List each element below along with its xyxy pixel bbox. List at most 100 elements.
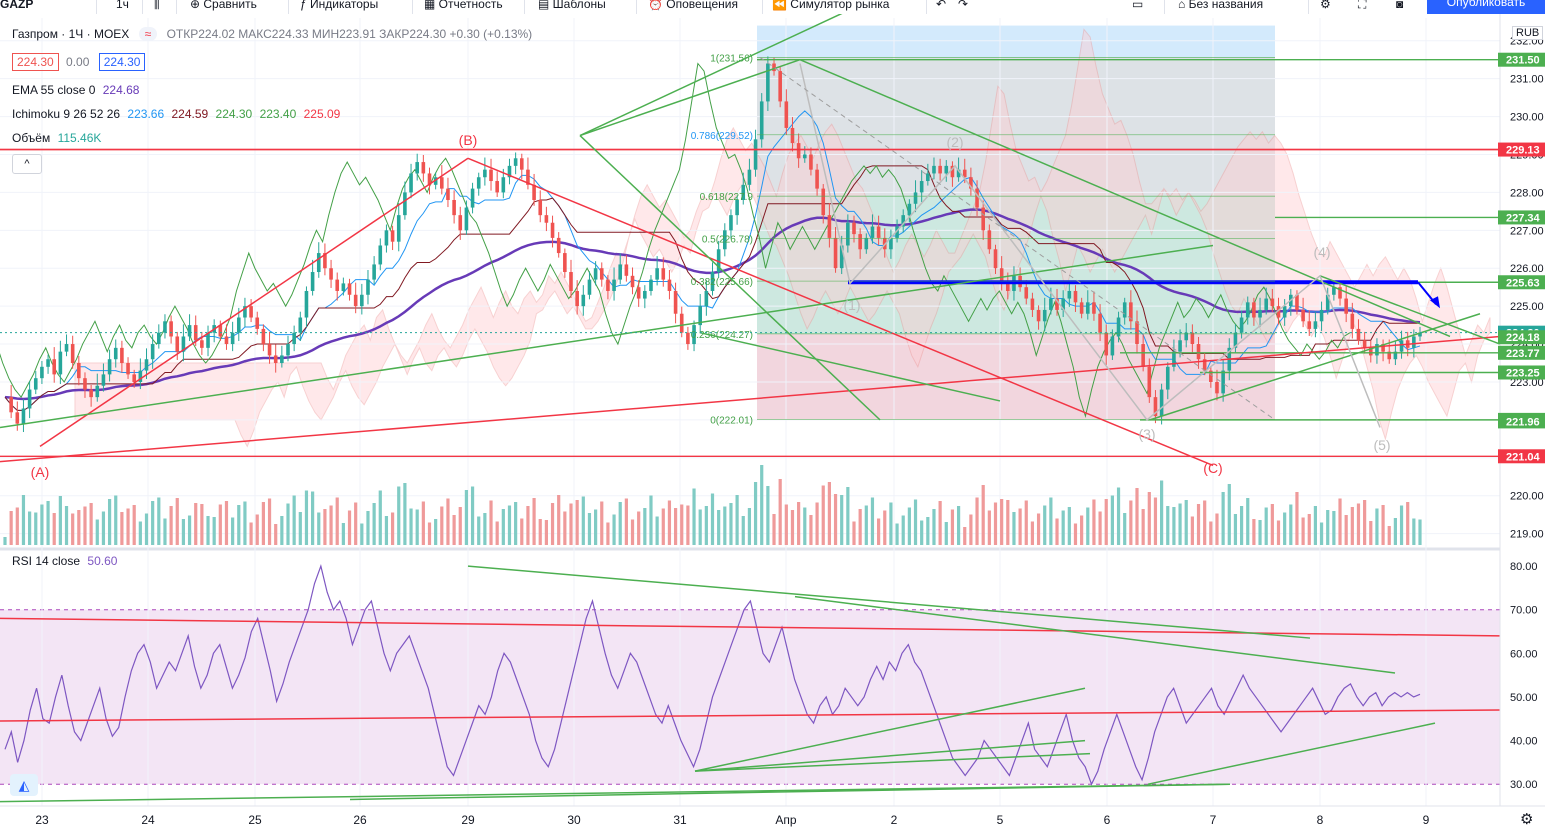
price-label-text: 223.77 [1506,348,1540,360]
candle-body [1307,321,1312,329]
candle-body [1159,389,1164,417]
candle-body [747,169,752,185]
wave-label: (2) [946,134,963,150]
volume-bar [864,505,868,545]
approx-icon[interactable]: ≈ [138,27,158,41]
price-label-box [1498,345,1545,360]
volume-bar [538,519,542,545]
volume-bar [224,501,229,545]
volume-bar [1332,511,1336,545]
price-label-box [1498,142,1545,157]
ichimoku-cloud [74,28,1491,448]
candle-body [470,188,475,208]
alerts-button[interactable]: ⏰ Оповещения [648,0,738,13]
candle-body [181,336,186,352]
interval-button[interactable]: 1ч [116,0,129,11]
candle-body [169,321,173,337]
ichimoku-conversion: 223.66 [127,107,165,121]
volume-bar [667,500,672,545]
candle-body [409,173,413,193]
candle-body [1301,309,1305,322]
volume-bar [64,506,69,545]
candle-body [495,181,499,193]
candle-body [975,188,979,208]
fullscreen-icon[interactable]: ⛶ [1358,0,1367,11]
candle-body [1202,359,1207,371]
time-tick-label: Апр [775,813,797,827]
volume-bar [507,505,512,545]
toolbar-divider [1164,0,1165,14]
candle-body [378,245,383,265]
candle-body [969,177,973,189]
ichimoku-legend[interactable]: Ichimoku 9 26 52 26 223.66 224.59 224.30… [12,107,340,121]
replay-button[interactable]: ⏪ Симулятор рынка [772,0,889,13]
rsi-green-base2 [349,783,1231,801]
volume-legend[interactable]: Объём 115.46K [12,131,101,145]
volume-bar [107,499,112,545]
volume-bar [1184,500,1188,545]
candle-body [698,306,702,326]
settings-gear-icon[interactable]: ⚙ [1320,0,1331,11]
candle-body [316,253,321,273]
price-label-box [1498,330,1545,345]
currency-label[interactable]: RUB [1512,26,1544,40]
volume-bar [637,511,641,545]
symbol-search-button[interactable]: GAZP [0,0,34,11]
volume-bar [1350,507,1354,545]
ema-legend[interactable]: EMA 55 close 0 224.68 [12,83,139,97]
candle-body [556,237,561,254]
compare-button[interactable]: ⊕ Сравнить [190,0,257,13]
volume-bar [655,516,659,545]
candle-body [901,215,906,227]
layout-name-button[interactable]: ⌂ Без названия [1178,0,1263,13]
chart-canvas[interactable]: 1(231.56) 0.786(229.52) 0.618(227.9 0.5(226… [0,14,1545,836]
volume-bar [1289,504,1293,545]
redo-icon[interactable]: ↷ [958,0,969,11]
volume-bar [1067,507,1071,545]
bid-price-box[interactable]: 224.30 [12,53,59,71]
candle-body [532,184,536,200]
price-tick-label: 231.00 [1510,74,1544,86]
volume-bar [532,498,536,545]
candle-body [1276,306,1281,318]
indicators-button[interactable]: ƒ Индикаторы [300,0,378,13]
undo-icon[interactable]: ↶ [936,0,947,11]
rsi-legend[interactable]: RSI 14 close 50.60 [12,554,117,568]
candle-body [723,230,727,250]
volume-bar [1141,509,1145,545]
financials-button[interactable]: ▦ Отчетность [424,0,503,13]
templates-button[interactable]: ▤ Шаблоны [538,0,606,13]
chart-settings-gear-icon[interactable]: ⚙ [1520,811,1534,828]
volume-bar [1043,505,1047,545]
candle-body [89,389,93,398]
publish-button[interactable]: Опубликовать [1427,0,1545,14]
volume-bar [673,508,678,545]
ichimoku-span-a: 223.40 [259,107,297,121]
volume-bar [870,497,875,545]
drawing-tools[interactable]: 1(231.56) 0.786(229.52) 0.618(227.9 0.5(226… [0,14,1501,480]
collapse-legend-button[interactable]: ^ [12,154,42,174]
volume-bar [237,505,241,545]
candle-body [1393,351,1398,360]
volume-bar [1399,505,1404,545]
symbol-title[interactable]: Газпром · 1Ч · MOEX [12,27,130,41]
candle-body [932,165,936,174]
candle-body [236,317,241,333]
chart-type-icon[interactable]: ⫼ [154,0,160,11]
candle-body [255,317,260,329]
layout-icon[interactable]: ▭ [1132,0,1144,11]
candle-body [599,268,604,280]
volume-bar [790,510,795,545]
volume-bar [587,513,592,545]
volume-bar [1203,500,1207,545]
volume-bar [600,501,604,545]
volume-bar [249,522,253,545]
screenshot-camera-icon[interactable]: ◙ [1396,0,1404,11]
volume-bar [1055,518,1059,545]
tradingview-logo-icon[interactable]: ◭ [10,774,38,796]
candle-body [1245,302,1250,318]
ask-price-box[interactable]: 224.30 [98,53,146,71]
volume-bar [261,502,265,545]
volume-bar [378,490,382,545]
candle-body [267,344,272,356]
